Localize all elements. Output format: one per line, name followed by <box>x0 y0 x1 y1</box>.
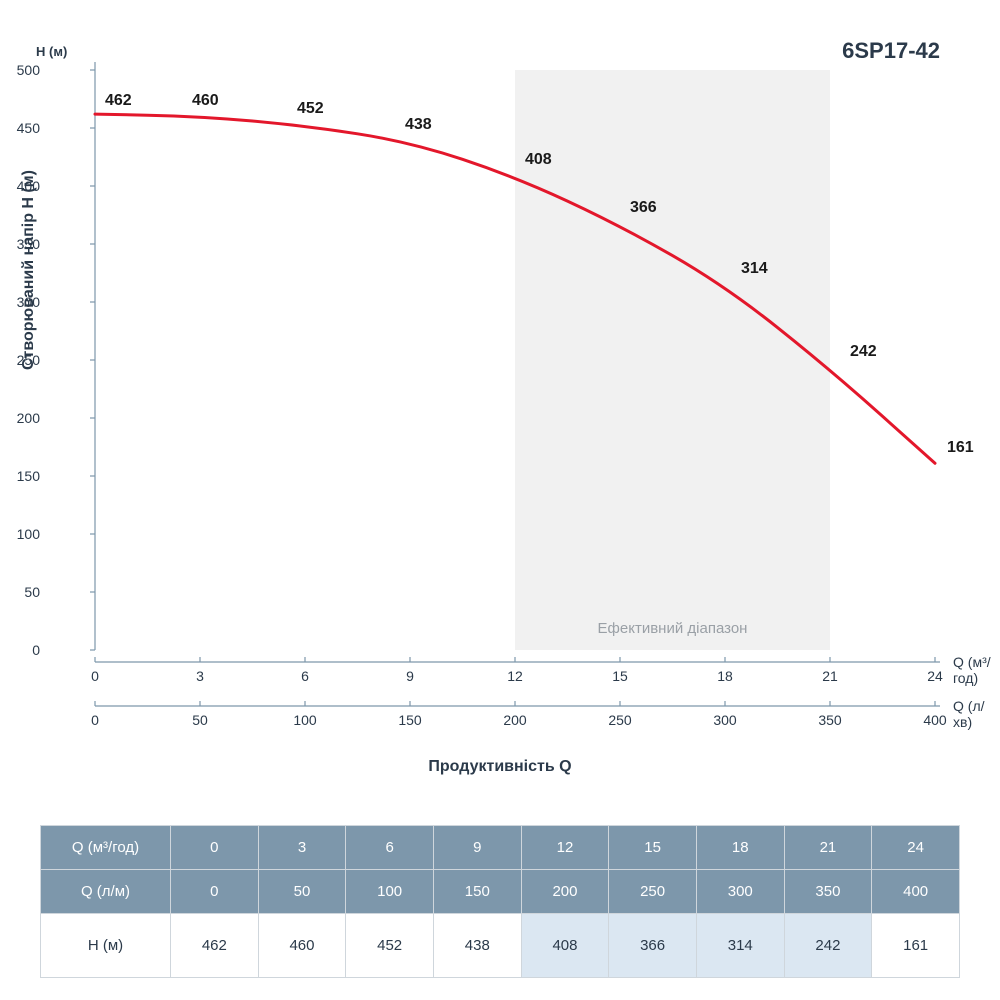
cell: 314 <box>696 914 784 978</box>
point-label: 438 <box>405 116 432 134</box>
y-tick: 150 <box>0 468 40 484</box>
y-tick: 0 <box>0 642 40 658</box>
y-tick: 100 <box>0 526 40 542</box>
y-tick: 250 <box>0 352 40 368</box>
cell: 150 <box>433 870 521 914</box>
cell: 50 <box>258 870 346 914</box>
pump-curve-chart <box>0 0 1000 760</box>
cell: 300 <box>696 870 784 914</box>
cell: 366 <box>609 914 697 978</box>
cell: 408 <box>521 914 609 978</box>
cell: 3 <box>258 826 346 870</box>
x1-tick: 21 <box>822 668 838 684</box>
y-tick: 300 <box>0 294 40 310</box>
x1-tick: 15 <box>612 668 628 684</box>
y-tick: 500 <box>0 62 40 78</box>
cell: 9 <box>433 826 521 870</box>
x1-tick: 3 <box>196 668 204 684</box>
cell: 438 <box>433 914 521 978</box>
cell: 452 <box>346 914 434 978</box>
y-tick: 200 <box>0 410 40 426</box>
x1-tick: 6 <box>301 668 309 684</box>
y-tick: 450 <box>0 120 40 136</box>
point-label: 452 <box>297 100 324 118</box>
x2-tick: 100 <box>293 712 316 728</box>
x2-tick: 0 <box>91 712 99 728</box>
cell: 0 <box>171 870 259 914</box>
x2-tick: 250 <box>608 712 631 728</box>
table-row: Q (м³/год)03691215182124 <box>41 826 960 870</box>
cell: 6 <box>346 826 434 870</box>
x-axis-title: Продуктивність Q <box>0 758 1000 776</box>
row-label: Q (л/м) <box>41 870 171 914</box>
cell: 21 <box>784 826 872 870</box>
point-label: 242 <box>850 343 877 361</box>
effective-range-label: Ефективний діапазон <box>583 620 763 637</box>
cell: 0 <box>171 826 259 870</box>
cell: 200 <box>521 870 609 914</box>
point-label: 408 <box>525 151 552 169</box>
table-row: H (м)462460452438408366314242161 <box>41 914 960 978</box>
cell: 12 <box>521 826 609 870</box>
point-label: 161 <box>947 439 974 457</box>
point-label: 314 <box>741 260 768 278</box>
x2-tick: 350 <box>818 712 841 728</box>
point-label: 462 <box>105 92 132 110</box>
cell: 18 <box>696 826 784 870</box>
cell: 400 <box>872 870 960 914</box>
point-label: 366 <box>630 199 657 217</box>
x2-tick: 400 <box>923 712 946 728</box>
x1-tick: 18 <box>717 668 733 684</box>
cell: 24 <box>872 826 960 870</box>
x1-tick: 12 <box>507 668 523 684</box>
cell: 350 <box>784 870 872 914</box>
cell: 250 <box>609 870 697 914</box>
data-table: Q (м³/год)03691215182124Q (л/м)050100150… <box>40 825 960 978</box>
x1-tick: 24 <box>927 668 943 684</box>
x2-tick: 300 <box>713 712 736 728</box>
x2-tick: 200 <box>503 712 526 728</box>
row-label: Q (м³/год) <box>41 826 171 870</box>
cell: 460 <box>258 914 346 978</box>
x2-unit: Q (л/хв) <box>953 698 1000 730</box>
cell: 462 <box>171 914 259 978</box>
y-tick: 350 <box>0 236 40 252</box>
x2-tick: 150 <box>398 712 421 728</box>
x1-tick: 0 <box>91 668 99 684</box>
cell: 161 <box>872 914 960 978</box>
x1-tick: 9 <box>406 668 414 684</box>
row-label: H (м) <box>41 914 171 978</box>
cell: 242 <box>784 914 872 978</box>
point-label: 460 <box>192 92 219 110</box>
y-tick: 50 <box>0 584 40 600</box>
x1-unit: Q (м³/год) <box>953 654 1000 686</box>
cell: 15 <box>609 826 697 870</box>
table-row: Q (л/м)050100150200250300350400 <box>41 870 960 914</box>
cell: 100 <box>346 870 434 914</box>
x2-tick: 50 <box>192 712 208 728</box>
y-tick: 400 <box>0 178 40 194</box>
